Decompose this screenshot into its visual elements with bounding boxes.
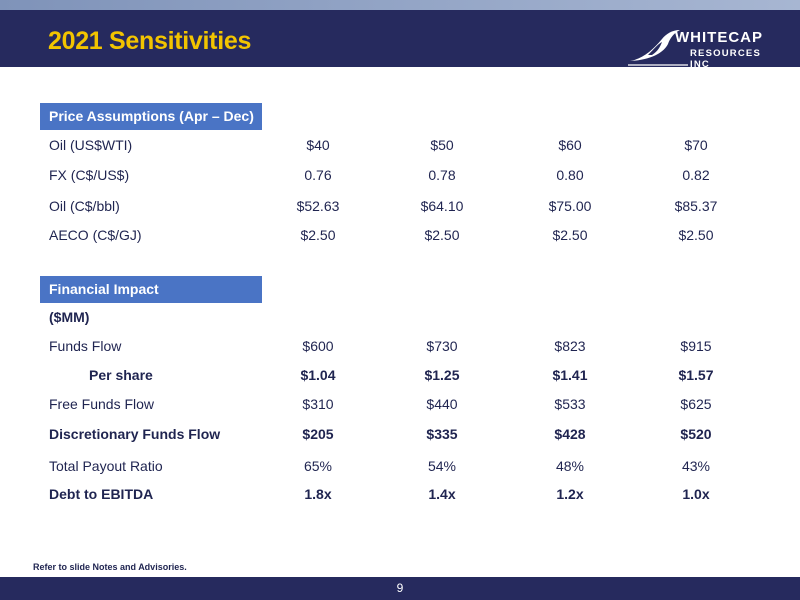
cell-value: $625 xyxy=(680,396,712,412)
cell-value: $600 xyxy=(302,338,334,354)
cell-value: 0.82 xyxy=(682,167,710,183)
cell-value: $60 xyxy=(558,137,582,153)
price-assumptions-header: Price Assumptions (Apr – Dec) xyxy=(40,103,262,130)
table-row: Total Payout Ratio 65% 54% 48% 43% xyxy=(0,455,800,477)
top-accent-strip xyxy=(0,0,800,10)
cell-value: 1.2x xyxy=(556,486,584,502)
page-number: 9 xyxy=(396,581,404,595)
cell-value: 1.0x xyxy=(682,486,710,502)
footnote: Refer to slide Notes and Advisories. xyxy=(33,562,187,572)
cell-value: $2.50 xyxy=(678,227,714,243)
table-row: FX (C$/US$) 0.76 0.78 0.80 0.82 xyxy=(0,164,800,186)
cell-value: $2.50 xyxy=(424,227,460,243)
cell-value: $823 xyxy=(554,338,586,354)
row-label: Oil (US$WTI) xyxy=(49,137,133,153)
row-label: Debt to EBITDA xyxy=(49,486,154,502)
cell-value: $310 xyxy=(302,396,334,412)
cell-value: $533 xyxy=(554,396,586,412)
cell-value: $75.00 xyxy=(548,198,592,214)
row-label: FX (C$/US$) xyxy=(49,167,130,183)
units-label: ($MM) xyxy=(49,309,90,325)
table-row: Free Funds Flow $310 $440 $533 $625 xyxy=(0,393,800,415)
table-row: Funds Flow $600 $730 $823 $915 xyxy=(0,335,800,357)
slide-title: 2021 Sensitivities xyxy=(48,27,252,55)
financial-impact-header: Financial Impact xyxy=(40,276,262,303)
logo-text-line2: RESOURCES INC xyxy=(690,48,761,70)
cell-value: $52.63 xyxy=(296,198,340,214)
cell-value: $520 xyxy=(680,426,712,442)
cell-value: $50 xyxy=(430,137,454,153)
table-row: AECO (C$/GJ) $2.50 $2.50 $2.50 $2.50 xyxy=(0,224,800,246)
slide-header-bar: 2021 Sensitivities WHITECAP RESOURCES IN… xyxy=(0,10,800,70)
cell-value: 54% xyxy=(427,458,457,474)
cell-value: $440 xyxy=(426,396,458,412)
cell-value: 1.4x xyxy=(428,486,456,502)
row-label: Discretionary Funds Flow xyxy=(49,426,221,442)
cell-value: $1.57 xyxy=(678,367,714,383)
cell-value: 48% xyxy=(555,458,585,474)
table-row: Debt to EBITDA 1.8x 1.4x 1.2x 1.0x xyxy=(0,483,800,505)
slide-footer-bar: 9 xyxy=(0,577,800,600)
company-logo: WHITECAP RESOURCES INC xyxy=(628,25,778,70)
cell-value: $428 xyxy=(554,426,586,442)
table-row: Per share $1.04 $1.25 $1.41 $1.57 xyxy=(0,364,800,386)
cell-value: $915 xyxy=(680,338,712,354)
cell-value: $64.10 xyxy=(420,198,464,214)
cell-value: 0.78 xyxy=(428,167,456,183)
cell-value: $1.25 xyxy=(424,367,460,383)
cell-value: $85.37 xyxy=(674,198,718,214)
logo-text-line1: WHITECAP xyxy=(675,29,763,46)
cell-value: 1.8x xyxy=(304,486,332,502)
cell-value: $1.41 xyxy=(552,367,588,383)
row-label: Funds Flow xyxy=(49,338,122,354)
row-label: Oil (C$/bbl) xyxy=(49,198,120,214)
cell-value: 0.80 xyxy=(556,167,584,183)
cell-value: $70 xyxy=(684,137,708,153)
cell-value: $2.50 xyxy=(300,227,336,243)
table-row: Discretionary Funds Flow $205 $335 $428 … xyxy=(0,423,800,445)
units-row: ($MM) xyxy=(0,306,800,328)
table-row: Oil (US$WTI) $40 $50 $60 $70 xyxy=(0,134,800,156)
cell-value: $2.50 xyxy=(552,227,588,243)
row-label: Per share xyxy=(89,367,153,383)
wave-logo-icon xyxy=(628,30,688,66)
cell-value: $335 xyxy=(426,426,458,442)
cell-value: 65% xyxy=(303,458,333,474)
cell-value: $1.04 xyxy=(300,367,336,383)
table-row: Oil (C$/bbl) $52.63 $64.10 $75.00 $85.37 xyxy=(0,195,800,217)
cell-value: 43% xyxy=(681,458,711,474)
cell-value: $205 xyxy=(302,426,334,442)
cell-value: $40 xyxy=(306,137,330,153)
row-label: AECO (C$/GJ) xyxy=(49,227,142,243)
row-label: Total Payout Ratio xyxy=(49,458,163,474)
row-label: Free Funds Flow xyxy=(49,396,155,412)
cell-value: $730 xyxy=(426,338,458,354)
cell-value: 0.76 xyxy=(304,167,332,183)
